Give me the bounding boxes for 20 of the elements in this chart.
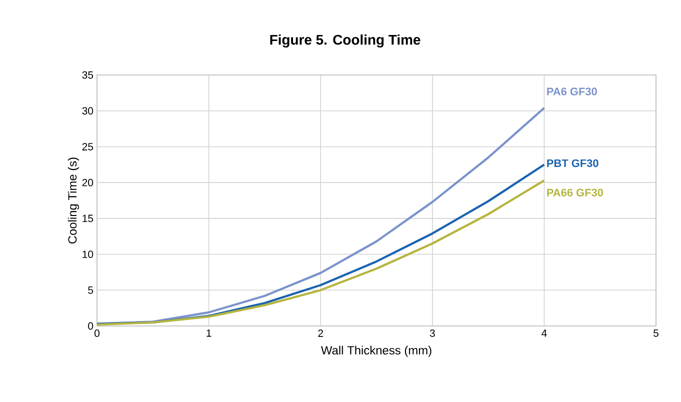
series-label: PA6 GF30 — [547, 88, 597, 96]
y-tick-label: 10 — [82, 250, 94, 258]
y-tick-label: 25 — [82, 143, 94, 150]
x-tick-label: 0 — [94, 330, 100, 337]
y-tick-label: 0 — [88, 322, 94, 330]
y-tick-label: 35 — [82, 71, 94, 79]
y-tick-label: 20 — [82, 178, 94, 186]
y-axis-title: Cooling Time (s) — [68, 158, 80, 244]
x-tick-label: 2 — [318, 330, 323, 337]
series-label: PBT GF30 — [547, 159, 598, 168]
y-tick-label: 5 — [88, 286, 94, 294]
x-tick-label: 4 — [542, 330, 547, 337]
y-tick-label: 15 — [82, 214, 94, 222]
y-tick-label: 30 — [82, 107, 94, 115]
series-label: PA66 GF30 — [547, 188, 603, 196]
x-axis-title: Wall Thickness (mm) — [320, 346, 432, 357]
x-tick-label: 1 — [206, 330, 212, 337]
chart-title: Figure 5. Cooling Time — [270, 34, 420, 48]
x-tick-label: 5 — [654, 330, 658, 337]
x-tick-label: 3 — [430, 330, 435, 337]
